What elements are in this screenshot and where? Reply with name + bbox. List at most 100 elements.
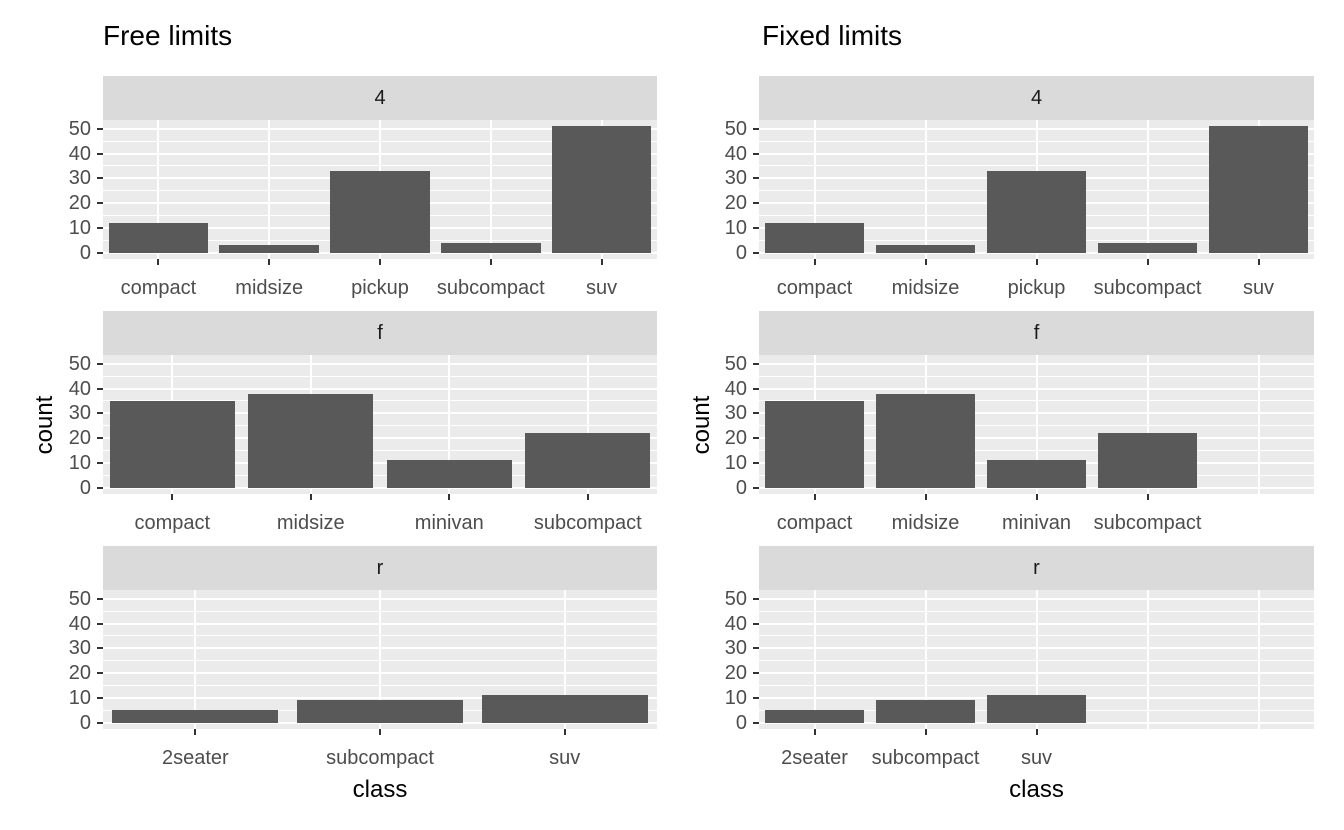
facet-strip: 4	[103, 76, 657, 120]
y-axis-tick	[97, 202, 103, 205]
x-tick-label: minivan	[414, 512, 484, 534]
y-axis-tick	[97, 226, 103, 229]
bar	[1097, 242, 1198, 253]
y-axis-tick	[97, 177, 103, 180]
x-axis-tick	[1035, 259, 1038, 265]
facet-strip-label: r	[1033, 557, 1040, 579]
y-axis-tick	[753, 622, 759, 625]
gridline-minor-h	[103, 375, 657, 377]
y-tick-label: 20	[724, 427, 747, 450]
facet-strip: r	[103, 546, 657, 590]
x-axis-tick	[563, 729, 566, 735]
y-axis-tick	[97, 461, 103, 464]
x-axis-tick	[1035, 494, 1038, 500]
plot-title: Fixed limits	[762, 20, 903, 51]
y-tick-label: 20	[724, 192, 747, 215]
y-axis-tick	[753, 251, 759, 254]
x-axis-tick	[171, 494, 174, 500]
y-tick-label: 10	[724, 451, 747, 474]
bar	[875, 393, 976, 488]
y-tick-label: 40	[68, 142, 91, 165]
x-axis-tick	[379, 259, 381, 265]
y-tick-label: 10	[68, 451, 91, 474]
y-tick-label: 50	[68, 352, 91, 375]
y-tick-label: 30	[724, 167, 747, 190]
bar	[875, 245, 976, 253]
x-axis-tick	[268, 259, 271, 265]
facet-strip-label: 4	[1030, 87, 1043, 109]
x-axis-title: class	[352, 776, 408, 803]
gridline-major-v	[563, 590, 566, 729]
y-tick-label: 20	[724, 662, 747, 685]
y-tick-label: 10	[68, 686, 91, 709]
gridline-minor-h	[103, 474, 657, 476]
plot-title: Free limits	[103, 20, 233, 51]
facet-strip-label: f	[377, 322, 383, 344]
x-tick-label: midsize	[891, 277, 960, 299]
x-axis-tick	[194, 729, 197, 735]
y-axis-tick	[97, 362, 103, 365]
bar	[764, 400, 865, 488]
gridline-major-v	[813, 590, 816, 729]
gridline-minor-h	[103, 400, 657, 402]
x-axis-tick	[309, 494, 312, 500]
bar	[986, 170, 1087, 253]
y-tick-label: 40	[724, 142, 747, 165]
y-axis-tick	[753, 152, 759, 155]
x-tick-label: midsize	[891, 512, 960, 534]
panel	[103, 120, 657, 259]
y-tick-label: 40	[724, 612, 747, 635]
y-axis-tick	[97, 387, 103, 390]
y-tick-label: 0	[79, 711, 91, 734]
y-axis-tick	[753, 486, 759, 489]
y-axis-tick	[97, 412, 103, 415]
bar	[764, 710, 865, 723]
facet-strip: 4	[759, 76, 1314, 120]
x-axis-tick	[924, 729, 927, 735]
x-axis-tick	[924, 259, 927, 265]
bar	[108, 222, 209, 253]
y-tick-label: 20	[68, 427, 91, 450]
x-tick-label: subcompact	[1093, 277, 1202, 299]
bar	[1208, 126, 1309, 253]
x-tick-label: pickup	[1007, 277, 1066, 299]
x-axis-tick	[1146, 494, 1149, 500]
gridline-major-h	[103, 362, 657, 365]
gridline-major-v	[1146, 120, 1149, 259]
bar	[764, 222, 865, 253]
y-axis-tick	[753, 696, 759, 699]
gridline-major-v	[1146, 590, 1149, 729]
y-axis-tick	[753, 647, 759, 650]
y-axis-tick	[97, 622, 103, 625]
x-axis-tick	[448, 494, 451, 500]
gridline-major-v	[157, 120, 160, 259]
bar	[440, 242, 541, 253]
gridline-major-h	[103, 387, 657, 390]
bar	[481, 695, 648, 723]
x-tick-label: subcompact	[1093, 512, 1202, 534]
x-axis-tick	[813, 259, 816, 265]
y-tick-label: 40	[724, 377, 747, 400]
y-axis-tick	[753, 177, 759, 180]
gridline-major-h	[103, 412, 657, 415]
x-tick-label: subcompact	[326, 747, 434, 769]
y-tick-label: 30	[68, 637, 91, 660]
y-tick-label: 50	[68, 117, 91, 140]
x-tick-label: suv	[1242, 277, 1275, 299]
x-axis-tick	[157, 259, 160, 265]
y-tick-label: 40	[68, 612, 91, 635]
gridline-major-h	[103, 437, 657, 440]
y-axis-tick	[753, 461, 759, 464]
plot-fixed-limits: Fixed limits count class 4 0 10 20 30 40 50 com…	[672, 0, 1344, 830]
y-tick-label: 0	[79, 241, 91, 264]
x-tick-label: midsize	[235, 277, 304, 299]
x-axis-title: class	[1009, 776, 1064, 803]
bar	[986, 460, 1087, 488]
x-tick-label: suv	[549, 747, 581, 769]
bar	[248, 393, 374, 488]
facet-strip: f	[103, 311, 657, 355]
bar	[386, 460, 512, 488]
y-axis-tick	[97, 152, 103, 155]
gridline-major-v	[379, 590, 381, 729]
